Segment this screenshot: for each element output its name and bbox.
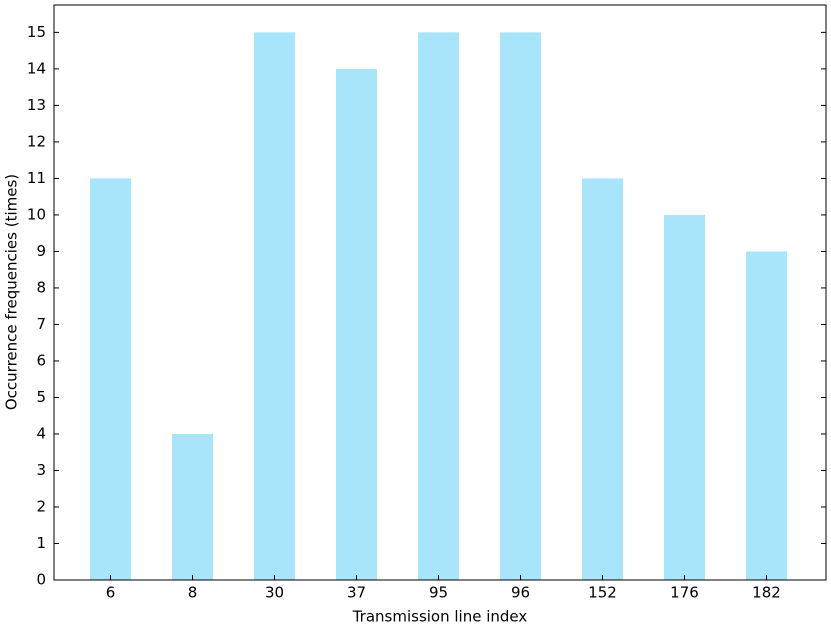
bar xyxy=(582,178,623,580)
x-tick-label: 37 xyxy=(347,584,366,602)
bar xyxy=(664,214,705,580)
y-tick-label: 1 xyxy=(36,534,46,552)
x-tick-label: 30 xyxy=(265,584,284,602)
y-tick-label: 2 xyxy=(36,497,46,515)
x-tick-label: 95 xyxy=(429,584,448,602)
bar xyxy=(90,178,131,580)
y-tick-label: 8 xyxy=(36,278,46,296)
y-tick-label: 10 xyxy=(27,205,46,223)
bar xyxy=(500,32,541,580)
bar xyxy=(336,68,377,580)
y-tick-label: 15 xyxy=(27,23,46,41)
x-tick-label: 152 xyxy=(588,584,617,602)
y-tick-label: 4 xyxy=(36,424,46,442)
x-tick-label: 8 xyxy=(188,584,198,602)
y-tick-label: 11 xyxy=(27,169,46,187)
x-axis-label: Transmission line index xyxy=(352,608,528,626)
y-tick-label: 3 xyxy=(36,461,46,479)
x-tick-label: 6 xyxy=(106,584,116,602)
y-tick-label: 12 xyxy=(27,132,46,150)
x-tick-label: 96 xyxy=(511,584,530,602)
x-tick-label: 182 xyxy=(752,584,781,602)
x-tick-label: 176 xyxy=(670,584,699,602)
y-tick-label: 5 xyxy=(36,388,46,406)
y-tick-label: 7 xyxy=(36,315,46,333)
bar xyxy=(418,32,459,580)
y-tick-label: 9 xyxy=(36,242,46,260)
bar xyxy=(254,32,295,580)
bar xyxy=(172,433,213,580)
plot-frame xyxy=(53,4,827,581)
y-tick-label: 14 xyxy=(27,59,46,77)
y-tick-label: 13 xyxy=(27,96,46,114)
y-axis-label: Occurrence frequencies (times) xyxy=(3,174,21,410)
y-tick-label: 0 xyxy=(36,571,46,589)
bar xyxy=(746,251,787,580)
y-tick-label: 6 xyxy=(36,351,46,369)
